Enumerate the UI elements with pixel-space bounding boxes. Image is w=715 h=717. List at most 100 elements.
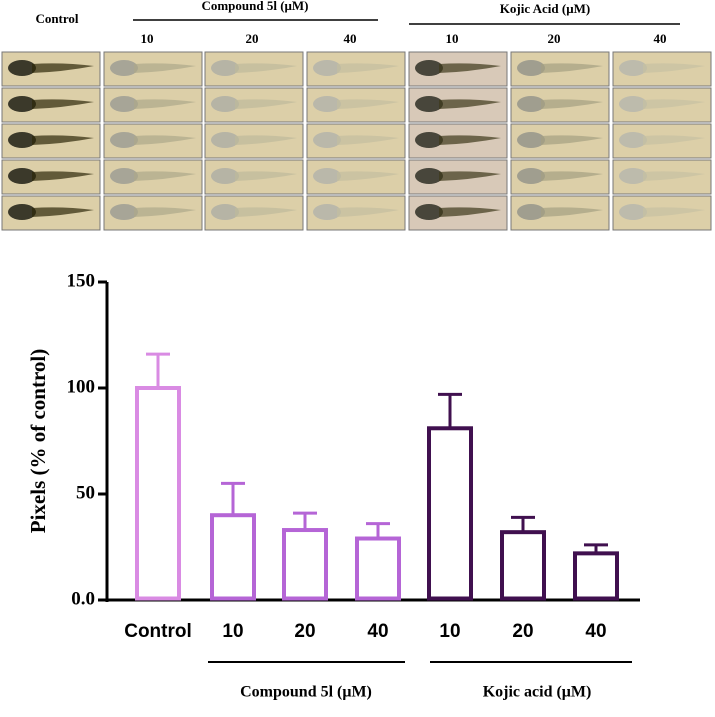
larva-head — [211, 168, 239, 184]
larva-body — [541, 135, 603, 145]
y-tick-label: 50 — [76, 482, 95, 503]
group-label: Kojic acid (μM) — [483, 684, 592, 701]
larva-body — [32, 99, 94, 109]
larva-head — [619, 132, 647, 148]
larva-head — [313, 168, 341, 184]
group-label: Compound 5l (μM) — [240, 684, 372, 701]
x-tick-label: 10 — [222, 621, 243, 642]
larva-body — [134, 63, 196, 73]
larva-body — [134, 135, 196, 145]
larva-body — [235, 207, 297, 217]
larva-head — [211, 60, 239, 76]
larva-head — [619, 60, 647, 76]
larva-body — [643, 63, 705, 73]
x-tick-label: 10 — [439, 621, 460, 642]
larva-body — [337, 207, 399, 217]
y-tick-label: 100 — [67, 376, 96, 397]
larva-body — [643, 207, 705, 217]
larva-head — [211, 132, 239, 148]
larva-body — [439, 207, 501, 217]
bar — [135, 386, 181, 601]
group-header: Compound 5l (μM) — [201, 0, 308, 13]
larva-head — [211, 204, 239, 220]
x-tick-label: Control — [124, 621, 192, 642]
larva-body — [235, 63, 297, 73]
larva-head — [8, 168, 36, 184]
larva-head — [415, 60, 443, 76]
larva-body — [235, 99, 297, 109]
larva-body — [134, 171, 196, 181]
larva-body — [439, 135, 501, 145]
larva-body — [134, 99, 196, 109]
larva-head — [110, 60, 138, 76]
y-axis-label: Pixels (% of control) — [26, 349, 50, 534]
larva-body — [337, 99, 399, 109]
larva-head — [517, 204, 545, 220]
x-tick-label: 20 — [512, 621, 533, 642]
larva-head — [619, 204, 647, 220]
larva-body — [235, 171, 297, 181]
larva-head — [313, 204, 341, 220]
dose-header: 20 — [548, 31, 561, 46]
larva-head — [8, 96, 36, 112]
dose-header: 10 — [446, 31, 459, 46]
larva-body — [541, 63, 603, 73]
control-header: Control — [35, 11, 78, 26]
bar — [427, 426, 473, 601]
larva-head — [8, 204, 36, 220]
larva-head — [110, 96, 138, 112]
larva-body — [439, 99, 501, 109]
larva-head — [313, 96, 341, 112]
larva-head — [313, 132, 341, 148]
bar — [500, 530, 546, 601]
larva-body — [337, 135, 399, 145]
larva-body — [541, 99, 603, 109]
dose-header: 10 — [141, 31, 154, 46]
group-header: Kojic Acid (μM) — [500, 1, 590, 16]
bar — [355, 536, 401, 601]
larva-head — [415, 168, 443, 184]
larva-head — [110, 204, 138, 220]
larva-body — [541, 171, 603, 181]
larva-head — [517, 60, 545, 76]
larva-body — [32, 207, 94, 217]
larva-head — [415, 204, 443, 220]
larva-head — [313, 60, 341, 76]
bar — [282, 528, 328, 601]
larva-head — [415, 96, 443, 112]
larva-head — [211, 96, 239, 112]
larva-body — [337, 63, 399, 73]
bar — [210, 513, 256, 601]
larva-head — [619, 168, 647, 184]
larva-body — [32, 171, 94, 181]
dose-header: 20 — [246, 31, 259, 46]
larva-head — [517, 96, 545, 112]
larva-body — [32, 135, 94, 145]
larva-body — [643, 99, 705, 109]
larva-body — [439, 171, 501, 181]
larva-body — [643, 135, 705, 145]
dose-header: 40 — [344, 31, 357, 46]
larva-head — [110, 132, 138, 148]
larva-head — [415, 132, 443, 148]
dose-header: 40 — [654, 31, 667, 46]
larva-body — [643, 171, 705, 181]
larva-head — [8, 132, 36, 148]
y-tick-label: 150 — [67, 270, 96, 291]
larva-head — [110, 168, 138, 184]
x-tick-label: 20 — [294, 621, 315, 642]
larva-body — [439, 63, 501, 73]
larva-body — [134, 207, 196, 217]
larva-head — [619, 96, 647, 112]
larva-body — [235, 135, 297, 145]
y-tick-label: 0.0 — [71, 588, 95, 609]
larva-body — [337, 171, 399, 181]
larva-head — [8, 60, 36, 76]
x-tick-label: 40 — [585, 621, 606, 642]
larva-head — [517, 132, 545, 148]
larva-head — [517, 168, 545, 184]
bar — [573, 551, 619, 601]
larva-body — [541, 207, 603, 217]
